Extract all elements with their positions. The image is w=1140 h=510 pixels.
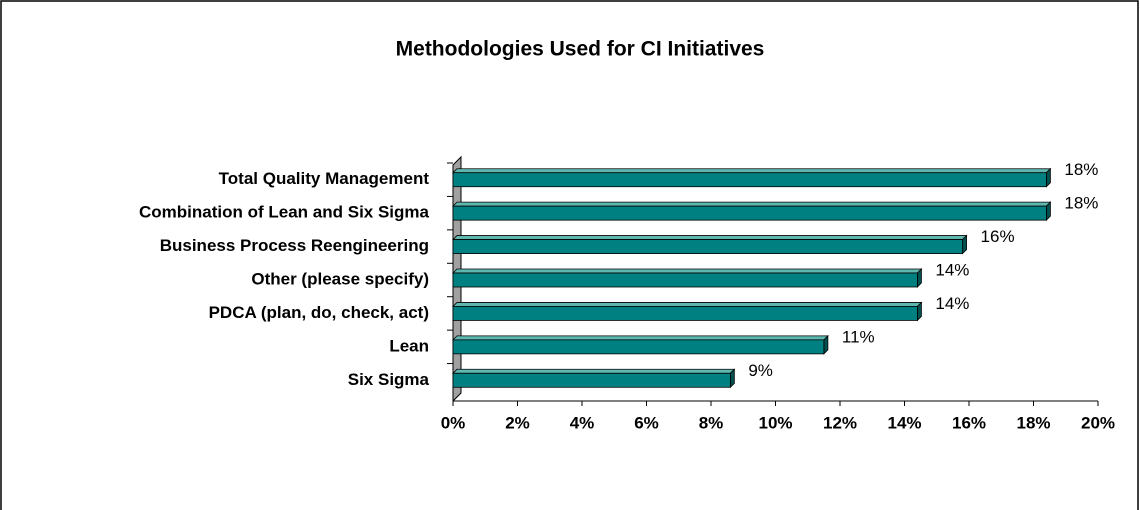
x-tick-label: 20% (1081, 413, 1115, 432)
y-tick-label: PDCA (plan, do, check, act) (209, 303, 429, 322)
bar-top (452, 368, 736, 374)
y-tick-label: Combination of Lean and Six Sigma (139, 203, 430, 222)
bar-top (452, 201, 1052, 207)
value-label: 18% (1064, 160, 1098, 179)
bar-front (452, 306, 918, 321)
x-tick-label: 2% (505, 413, 530, 432)
x-tick-label: 12% (823, 413, 857, 432)
bar (452, 268, 923, 288)
value-label: 14% (935, 260, 969, 279)
value-label: 9% (748, 361, 773, 380)
y-tick-label: Lean (389, 336, 429, 355)
bar-top (452, 302, 923, 307)
y-tick-label: Six Sigma (348, 370, 430, 389)
y-tick-label: Business Process Reengineering (160, 236, 429, 255)
bar (452, 334, 829, 355)
bar-front (452, 172, 1047, 188)
bar-front (452, 339, 825, 355)
x-tick-label: 6% (634, 413, 659, 432)
y-tick-label: Total Quality Management (219, 169, 430, 188)
bar-front (452, 272, 918, 288)
chart-title: Methodologies Used for CI Initiatives (396, 38, 765, 61)
x-tick-label: 8% (699, 413, 724, 432)
bar (452, 368, 736, 389)
value-label: 11% (842, 327, 875, 346)
x-tick-label: 4% (570, 413, 595, 432)
x-tick-label: 0% (441, 413, 466, 432)
bar-front (452, 239, 963, 254)
x-tick-label: 18% (1016, 413, 1050, 432)
bar-front (452, 372, 731, 388)
value-label: 14% (935, 294, 969, 313)
bar (452, 167, 1052, 188)
value-label: 16% (981, 227, 1015, 246)
bar-top (452, 268, 923, 274)
bar-top (452, 335, 829, 341)
x-tick-label: 14% (887, 413, 921, 432)
x-tick-label: 16% (952, 413, 986, 432)
bar (452, 201, 1052, 222)
bar (452, 234, 968, 255)
bar (452, 301, 923, 322)
x-tick-label: 10% (758, 413, 792, 432)
y-tick-label: Other (please specify) (251, 269, 429, 288)
bar-front (452, 205, 1047, 221)
value-label: 18% (1064, 194, 1098, 213)
bar-top (452, 235, 968, 240)
bar-top (452, 168, 1052, 174)
